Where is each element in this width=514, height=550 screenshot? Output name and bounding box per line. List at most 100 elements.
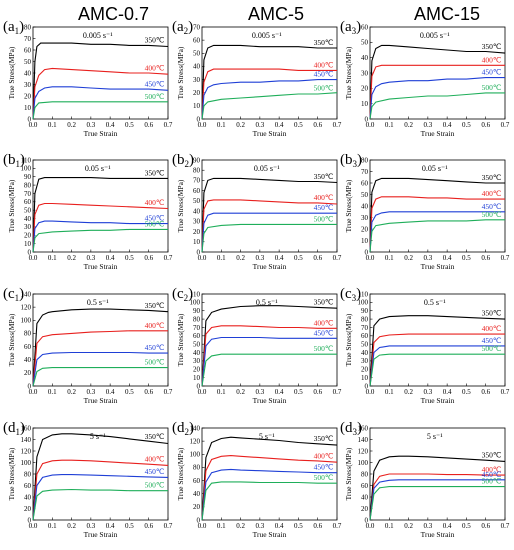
panel-label-close: ) [19, 19, 24, 35]
panel-label: (c1) [3, 286, 24, 303]
x-tick-label: 0.3 [255, 522, 264, 530]
y-tick-label: 100 [21, 165, 32, 173]
x-tick-label: 0.7 [333, 388, 342, 396]
strain-rate-label: 0.5 s⁻¹ [424, 298, 446, 307]
x-tick-label: 0.4 [106, 388, 115, 396]
x-tick-label: 0.3 [255, 121, 264, 129]
panel-label: (a2) [172, 19, 193, 36]
x-tick-label: 0.5 [462, 121, 471, 129]
panel-label-index: 1 [16, 159, 21, 169]
y-tick-label: 100 [21, 317, 32, 325]
x-tick-label: 0.7 [164, 254, 173, 262]
x-axis-label: True Strain [253, 396, 287, 405]
y-tick-label: 80 [24, 23, 32, 31]
y-tick-label: 30 [193, 357, 201, 365]
series-line-450c [201, 79, 337, 120]
x-tick-label: 0.2 [67, 121, 76, 129]
series-label: 350℃ [482, 42, 502, 51]
y-tick-label: 40 [193, 490, 201, 498]
x-tick-label: 0.1 [217, 121, 226, 129]
y-tick-label: 100 [190, 451, 201, 459]
y-tick-label: 100 [358, 459, 369, 467]
y-tick-label: 0 [365, 516, 369, 524]
x-tick-label: 0.3 [86, 388, 95, 396]
x-tick-label: 0.3 [423, 388, 432, 396]
series-label: 400℃ [145, 198, 165, 207]
y-tick-label: 120 [358, 447, 369, 455]
y-tick-label: 70 [361, 324, 369, 332]
column-title-amc-15: AMC-15 [414, 4, 481, 24]
x-tick-label: 0.2 [236, 254, 245, 262]
y-tick-label: 90 [24, 173, 32, 181]
series-line-350c [201, 44, 337, 120]
y-tick-label: 80 [361, 470, 369, 478]
plot-frame [201, 293, 338, 387]
strain-rate-label: 0.5 s⁻¹ [87, 298, 109, 307]
series-label: 500℃ [314, 214, 334, 223]
x-tick-label: 0.5 [125, 121, 134, 129]
x-tick-label: 0.0 [198, 388, 207, 396]
series-line-450c [369, 77, 505, 120]
panel-b3: (b3) 0 10 20 30 40 50 60 70 80 0.0 0.1 0.2 0.3 0.4 0.5 0… [340, 152, 510, 271]
y-tick-label: 50 [193, 197, 201, 205]
panel-label: (c2) [172, 286, 193, 303]
panel-label-index: 2 [185, 159, 190, 169]
plot-frame [32, 293, 169, 387]
series-line-350c [201, 436, 338, 521]
y-tick-label: 140 [190, 424, 201, 432]
x-tick-label: 0.3 [423, 254, 432, 262]
y-tick-label: 20 [24, 232, 32, 240]
x-tick-label: 0.6 [313, 522, 322, 530]
y-tick-label: 30 [24, 223, 32, 231]
panel-label-index: 2 [184, 26, 189, 36]
x-tick-label: 0.1 [385, 254, 394, 262]
y-tick-label: 70 [193, 23, 201, 31]
panel-label-index: 3 [352, 293, 357, 303]
y-tick-label: 160 [21, 424, 32, 432]
series-line-350c [369, 455, 506, 521]
panel-b2: (b2) 0 10 20 30 40 50 60 70 80 90 0.0 0.1 0.2 0.3 0.4 0.… [172, 152, 342, 271]
series-label: 350℃ [314, 298, 334, 307]
x-axis-label: True Strain [84, 396, 118, 405]
x-axis-label: True Strain [84, 530, 118, 539]
series-line-450c [32, 351, 168, 387]
x-tick-label: 0.6 [481, 254, 490, 262]
y-tick-label: 0 [197, 382, 201, 390]
x-axis-label: True Strain [253, 129, 287, 138]
y-tick-label: 70 [193, 177, 201, 185]
y-tick-label: 140 [21, 436, 32, 444]
y-tick-label: 50 [361, 191, 369, 199]
x-tick-label: 0.2 [404, 522, 413, 530]
y-tick-label: 20 [24, 505, 32, 513]
series-line-400c [32, 202, 169, 253]
y-tick-label: 70 [24, 190, 32, 198]
y-tick-label: 0 [365, 115, 369, 123]
series-label: 350℃ [145, 301, 165, 310]
y-tick-label: 10 [193, 238, 201, 246]
y-tick-label: 80 [193, 167, 201, 175]
series-label: 500℃ [145, 481, 165, 490]
series-label: 450℃ [482, 68, 502, 77]
x-tick-label: 0.6 [144, 254, 153, 262]
series-line-350c [32, 177, 168, 253]
y-tick-label: 0 [28, 115, 32, 123]
x-tick-label: 0.1 [385, 388, 394, 396]
series-line-350c [32, 433, 169, 521]
x-tick-label: 0.5 [294, 388, 303, 396]
panel-a2: (a2) 0 10 20 30 40 50 60 70 0.0 0.1 0.2 0.3 0.4 0.5 0.6… [172, 19, 342, 138]
series-line-450c [32, 474, 169, 521]
strain-rate-label: 0.005 s⁻¹ [420, 31, 450, 40]
x-tick-label: 0.2 [236, 121, 245, 129]
y-tick-label: 90 [361, 307, 369, 315]
y-tick-label: 30 [361, 214, 369, 222]
strain-rate-label: 0.005 s⁻¹ [252, 31, 282, 40]
panel-label: (a3) [340, 19, 361, 36]
x-tick-label: 0.3 [423, 522, 432, 530]
y-tick-label: 20 [24, 92, 32, 100]
panel-label-close: ) [188, 19, 193, 35]
y-tick-label: 20 [193, 228, 201, 236]
series-label: 500℃ [314, 344, 334, 353]
x-axis-label: True Strain [253, 262, 287, 271]
series-line-350c [32, 308, 169, 387]
